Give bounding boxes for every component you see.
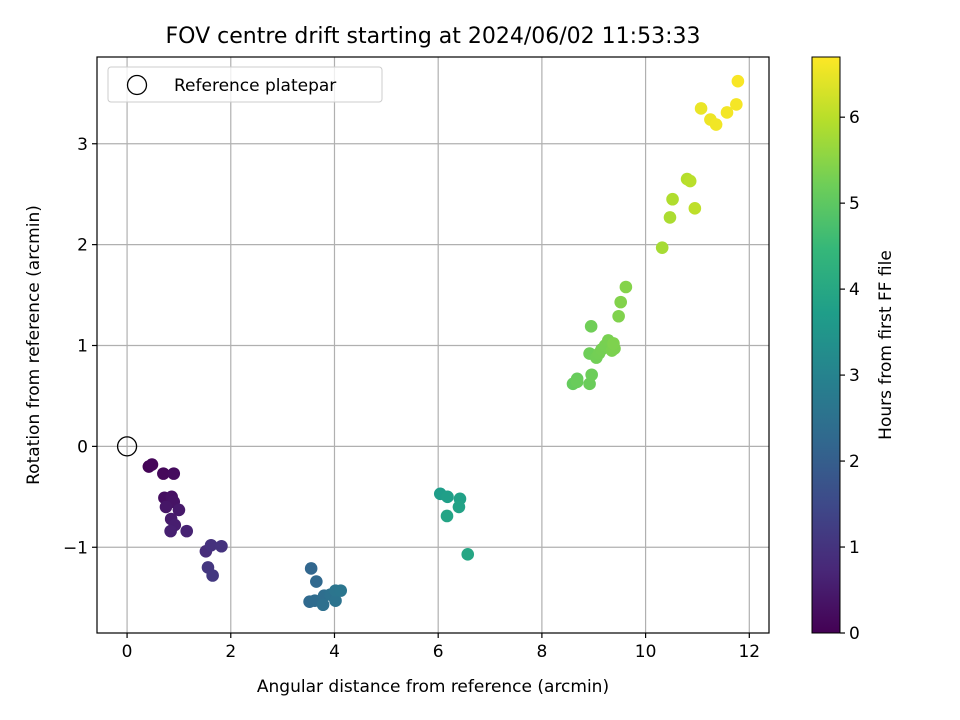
legend: Reference platepar xyxy=(107,66,383,103)
x-tick-label: 4 xyxy=(329,642,340,662)
reference-platepar-marker xyxy=(116,436,138,457)
data-point xyxy=(316,598,330,612)
data-point xyxy=(329,594,342,608)
data-point xyxy=(159,500,173,514)
colorbar-tick-label: 3 xyxy=(849,366,860,386)
data-points xyxy=(142,74,745,612)
data-point xyxy=(584,320,598,333)
data-point xyxy=(164,524,177,538)
x-axis-ticks: 0 2 4 6 8 10 12 xyxy=(122,633,760,662)
data-point xyxy=(612,309,625,323)
data-point xyxy=(167,467,181,480)
data-point xyxy=(334,584,348,597)
data-point xyxy=(440,509,454,523)
y-tick-label: 3 xyxy=(77,135,88,155)
colorbar-tick-label: 2 xyxy=(849,452,860,472)
data-point xyxy=(688,202,702,215)
data-point xyxy=(172,503,186,517)
data-point xyxy=(570,375,584,389)
legend-label: Reference platepar xyxy=(174,76,336,96)
data-point xyxy=(663,211,677,224)
colorbar-ticks: 0 1 2 3 4 5 6 xyxy=(840,108,860,644)
colorbar-tick-label: 4 xyxy=(849,280,860,300)
data-point xyxy=(619,280,633,294)
x-tick-label: 8 xyxy=(536,642,547,662)
data-point xyxy=(145,458,159,471)
y-tick-label: 2 xyxy=(77,236,88,256)
x-tick-label: 12 xyxy=(738,642,760,662)
data-point xyxy=(215,539,228,553)
data-point xyxy=(441,490,454,504)
data-point xyxy=(730,98,743,111)
y-axis-ticks: −1 0 1 2 3 xyxy=(63,135,97,558)
data-point xyxy=(731,74,745,88)
data-point xyxy=(614,295,628,309)
data-point xyxy=(607,337,620,350)
data-point xyxy=(720,106,734,119)
colorbar-tick-label: 6 xyxy=(849,108,860,128)
data-point xyxy=(683,174,697,188)
reference-point xyxy=(116,436,138,457)
data-point xyxy=(157,467,170,480)
data-point xyxy=(585,368,598,382)
data-point xyxy=(180,524,194,538)
x-tick-label: 6 xyxy=(433,642,444,662)
y-axis-title: Rotation from reference (arcmin) xyxy=(24,205,44,485)
colorbar-tick-label: 5 xyxy=(849,194,860,214)
colorbar xyxy=(811,56,841,634)
y-tick-label: 1 xyxy=(77,337,88,357)
data-point xyxy=(304,562,318,575)
data-point xyxy=(666,192,679,206)
data-point xyxy=(655,241,669,254)
y-tick-label: −1 xyxy=(63,538,88,558)
x-tick-label: 2 xyxy=(225,642,236,662)
data-point xyxy=(709,118,723,131)
data-point xyxy=(206,569,219,582)
legend-marker-icon xyxy=(126,74,148,96)
x-axis-title: Angular distance from reference (arcmin) xyxy=(257,677,609,697)
x-tick-label: 0 xyxy=(122,642,133,662)
colorbar-tick-label: 1 xyxy=(849,538,860,558)
chart-title: FOV centre drift starting at 2024/06/02 … xyxy=(166,24,701,49)
data-point xyxy=(452,500,466,514)
colorbar-tick-label: 0 xyxy=(849,624,860,644)
data-point xyxy=(310,575,323,588)
legend-box xyxy=(107,66,383,103)
data-point xyxy=(204,538,218,552)
y-tick-label: 0 xyxy=(77,437,88,457)
colorbar-title: Hours from first FF file xyxy=(876,250,896,440)
x-tick-label: 10 xyxy=(635,642,657,662)
data-point xyxy=(694,102,708,115)
data-point xyxy=(461,548,475,561)
